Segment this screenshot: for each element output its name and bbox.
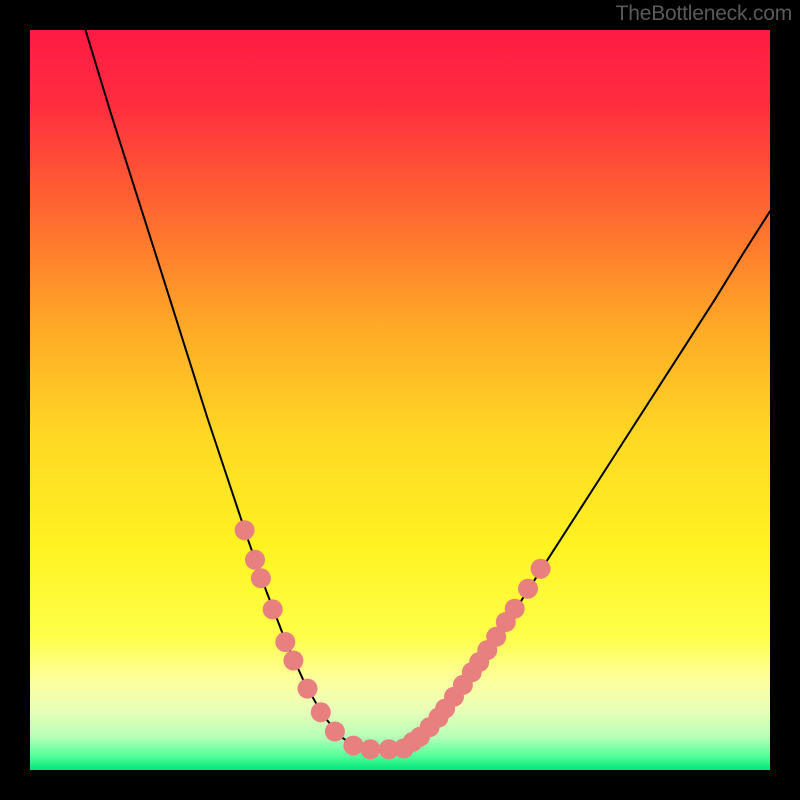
marker-left bbox=[245, 550, 265, 570]
marker-left bbox=[235, 520, 255, 540]
plot-area bbox=[30, 30, 770, 770]
marker-left bbox=[251, 568, 271, 588]
marker-left bbox=[325, 722, 345, 742]
marker-right bbox=[518, 579, 538, 599]
marker-left bbox=[298, 679, 318, 699]
marker-left bbox=[263, 599, 283, 619]
marker-left bbox=[360, 739, 380, 759]
marker-left bbox=[283, 651, 303, 671]
chart-frame: TheBottleneck.com bbox=[0, 0, 800, 800]
marker-left bbox=[311, 702, 331, 722]
watermark: TheBottleneck.com bbox=[616, 2, 792, 26]
marker-right bbox=[531, 559, 551, 579]
marker-left bbox=[275, 632, 295, 652]
marker-left bbox=[343, 736, 363, 756]
marker-right bbox=[505, 599, 525, 619]
markers bbox=[30, 30, 770, 770]
